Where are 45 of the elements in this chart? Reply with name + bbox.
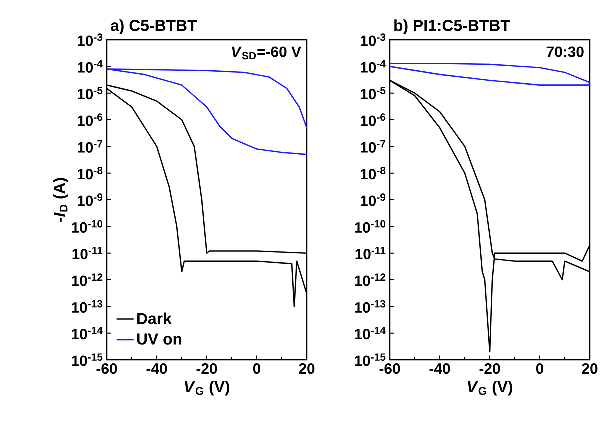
y-tick-label: 10$^{-7}$ [78,140,103,153]
y-tick-label: 10$^{-10}$ [72,220,103,233]
y-tick-label: 10$^{-15}$ [355,354,386,366]
x-tick-label: 20 [582,364,598,374]
y-tick-label: 10$^{-12}$ [72,274,103,286]
y-tick-label: 10$^{-4}$ [78,60,103,73]
x-tick-label: 0 [536,364,544,374]
y-tick-label: 10$^{-3}$ [361,34,386,46]
y-tick-label: 10$^{-5}$ [361,87,386,100]
y-tick-label: 10$^{-3}$ [78,34,103,46]
x-tick-label: -60 [96,364,118,374]
y-tick-label: 10$^{-13}$ [72,300,103,313]
x-tick-label: -40 [430,364,450,374]
y-tick-label: 10$^{-9}$ [361,194,386,206]
y-tick-label: 10$^{-12}$ [355,274,386,286]
y-tick-label: 10$^{-11}$ [72,247,103,260]
y-tick-label: 10$^{-6}$ [361,114,386,126]
annotation: V$_{SD}$=-60 V [232,46,302,60]
y-tick-label: 10$^{-13}$ [355,300,386,313]
y-tick-label: 10$^{-11}$ [356,247,386,260]
chart-title: b) PI1:C5-BTBT [394,20,510,34]
legend-label: Dark [138,312,172,324]
y-tick-label: 10$^{-14}$ [72,327,103,340]
y-tick-label: 10$^{-4}$ [361,60,386,73]
legend-label: UV on [137,334,182,345]
y-tick-label: 10$^{-7}$ [361,140,386,153]
x-tick-label: 20 [299,364,315,374]
y-tick-label: 10$^{-6}$ [78,114,103,126]
y-tick-label: 10$^{-5}$ [78,87,103,100]
x-axis-title: V$_{G}$ (V) [185,380,230,396]
y-tick-label: 10$^{-9}$ [78,194,103,206]
y-tick-label: 10$^{-8}$ [361,167,386,180]
x-tick-label: -40 [146,364,168,374]
y-tick-label: 10$^{-10}$ [355,220,386,233]
y-tick-label: 10$^{-14}$ [355,327,386,340]
x-tick-label: -20 [196,364,218,374]
y-tick-label: 10$^{-8}$ [78,167,103,180]
annotation: 70:30 [546,46,584,58]
chart-title: a) C5-BTBT [110,20,198,34]
x-tick-label: -60 [380,364,400,374]
x-tick-label: 0 [253,364,261,374]
y-axis-title: -I$_{D}$ (A) [54,178,68,222]
x-tick-label: -20 [480,364,500,374]
x-axis-title: V$_{G}$ (V) [468,380,513,396]
y-tick-label: 10$^{-15}$ [72,354,103,366]
